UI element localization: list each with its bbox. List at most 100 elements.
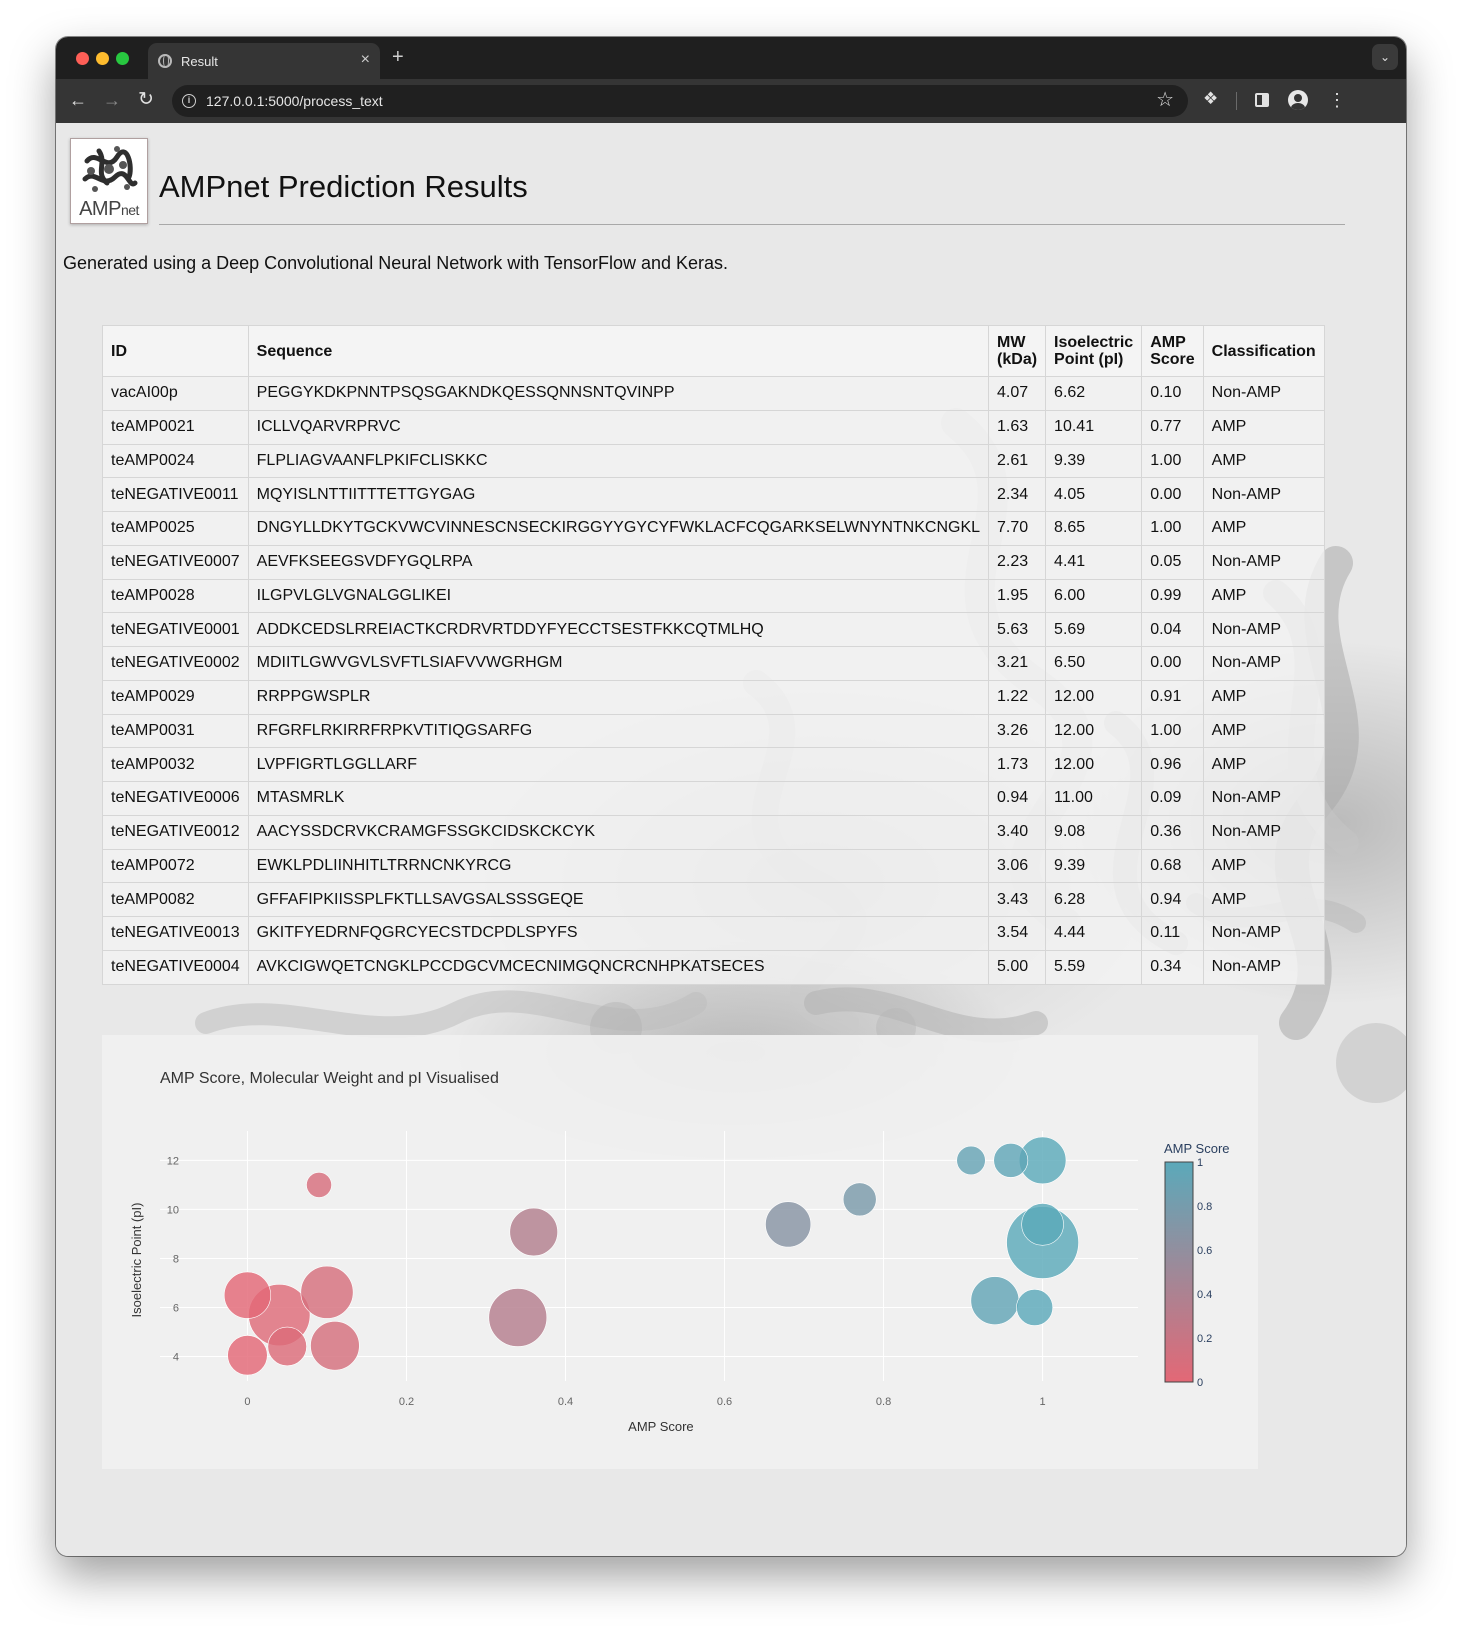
cell-pi: 9.39 — [1045, 443, 1143, 479]
cell-pi: 10.41 — [1045, 409, 1143, 445]
cell-score: 0.99 — [1141, 578, 1204, 614]
cell-classification: Non-AMP — [1202, 949, 1325, 985]
tab-bar: Result × + ⌄ — [56, 37, 1406, 79]
x-tick-label: 0.6 — [717, 1396, 732, 1408]
cell-score: 0.09 — [1141, 781, 1204, 816]
cell-mw: 0.94 — [988, 781, 1047, 816]
more-menu-icon[interactable]: ⋮ — [1328, 90, 1346, 110]
col-header-mw: MW (kDa) — [988, 325, 1047, 377]
back-arrow-icon[interactable]: ← — [69, 90, 87, 110]
colorbar-title: AMP Score — [1164, 1141, 1230, 1156]
data-point[interactable] — [509, 1207, 558, 1257]
x-tick-label: 0.8 — [876, 1396, 891, 1408]
cell-score: 1.00 — [1141, 443, 1204, 479]
cell-score: 1.00 — [1141, 713, 1204, 749]
tab-close-icon[interactable]: × — [360, 51, 370, 68]
info-icon[interactable]: i — [182, 94, 196, 108]
cell-sequence: ICLLVQARVRPRVC — [247, 409, 990, 445]
new-tab-button[interactable]: + — [392, 46, 404, 68]
page-content: AMPnet AMPnet Prediction Results Generat… — [56, 123, 1406, 1556]
cell-score: 0.96 — [1141, 747, 1204, 782]
cell-pi: 12.00 — [1045, 747, 1143, 782]
profile-avatar-icon[interactable] — [1288, 90, 1308, 110]
cell-id: teAMP0028 — [102, 578, 249, 614]
data-point[interactable] — [488, 1288, 548, 1347]
browser-window: Result × + ⌄ ← → ↻ i 127.0.0.1:5000/proc… — [56, 37, 1406, 1556]
cell-pi: 5.69 — [1045, 612, 1143, 647]
data-point[interactable] — [993, 1143, 1029, 1178]
maximize-window-button[interactable] — [116, 52, 129, 65]
cell-sequence: AACYSSDCRVKCRAMGFSSGKCIDSKCKCYK — [247, 814, 990, 850]
cell-mw: 2.34 — [988, 477, 1047, 512]
cell-sequence: GFFAFIPKIISSPLFKTLLSAVGSALSSSGEQE — [247, 882, 990, 917]
data-point[interactable] — [1016, 1289, 1054, 1326]
data-point[interactable] — [842, 1182, 877, 1217]
globe-icon — [158, 54, 172, 68]
cell-score: 0.94 — [1141, 882, 1204, 917]
cell-mw: 2.23 — [988, 544, 1047, 580]
cell-pi: 12.00 — [1045, 713, 1143, 749]
table-header-row: ID Sequence MW (kDa) Isoelectric Point (pI… — [102, 325, 1325, 377]
cell-pi: 11.00 — [1045, 781, 1143, 816]
col-header-pi: Isoelectric Point (pI) — [1045, 325, 1143, 377]
y-tick-label: 6 — [173, 1302, 179, 1314]
cell-classification: AMP — [1202, 511, 1325, 546]
table-row: teNEGATIVE0011 MQYISLNTTIITTTETTGYGAG 2.34… — [102, 477, 1325, 512]
cell-classification: AMP — [1202, 578, 1325, 614]
forward-arrow-icon[interactable]: → — [103, 90, 121, 110]
cell-sequence: PEGGYKDKPNNTPSQSGAKNDKQESSQNNSNTQVINPP — [247, 376, 990, 411]
data-point[interactable] — [970, 1276, 1020, 1325]
extensions-icon[interactable]: ❖ — [1203, 89, 1219, 108]
cell-classification: Non-AMP — [1202, 781, 1325, 816]
cell-mw: 3.21 — [988, 646, 1047, 681]
cell-classification: AMP — [1202, 409, 1325, 445]
cell-mw: 5.00 — [988, 949, 1047, 985]
table-row: teNEGATIVE0006 MTASMRLK 0.94 11.00 0.09 Non-A… — [102, 781, 1325, 816]
x-tick-label: 1 — [1040, 1396, 1046, 1408]
data-point[interactable] — [223, 1271, 272, 1319]
side-panel-icon[interactable] — [1255, 93, 1269, 107]
url-text[interactable]: 127.0.0.1:5000/process_text — [206, 93, 383, 109]
table-row: teNEGATIVE0001 ADDKCEDSLRREIACTKCRDRVRTDD… — [102, 612, 1325, 647]
data-point[interactable] — [227, 1335, 268, 1376]
data-point[interactable] — [765, 1201, 812, 1248]
cell-classification: AMP — [1202, 848, 1325, 884]
colorbar-tick-label: 1 — [1197, 1157, 1203, 1169]
data-point[interactable] — [310, 1320, 360, 1371]
cell-mw: 5.63 — [988, 612, 1047, 647]
tab-result[interactable]: Result × — [148, 43, 380, 79]
data-point[interactable] — [306, 1172, 332, 1198]
tab-title: Result — [181, 54, 218, 69]
data-point[interactable] — [956, 1145, 986, 1176]
cell-classification: Non-AMP — [1202, 612, 1325, 647]
close-window-button[interactable] — [76, 52, 89, 65]
cell-classification: AMP — [1202, 882, 1325, 917]
bookmark-star-icon[interactable]: ☆ — [1156, 89, 1174, 111]
title-divider — [159, 224, 1345, 225]
table-row: teAMP0028 ILGPVLGLVGNALGGLIKEI 1.95 6.00 0.9… — [102, 578, 1325, 614]
cell-id: teNEGATIVE0007 — [102, 544, 249, 580]
cell-id: teAMP0029 — [102, 679, 249, 715]
cell-classification: AMP — [1202, 679, 1325, 715]
cell-sequence: EWKLPDLIINHITLTRRNCNKYRCG — [247, 848, 990, 884]
col-header-sequence: Sequence — [247, 325, 990, 377]
cell-mw: 1.73 — [988, 747, 1047, 782]
address-bar[interactable]: i 127.0.0.1:5000/process_text ☆ — [172, 85, 1188, 117]
data-point[interactable] — [300, 1265, 354, 1319]
cell-score: 0.00 — [1141, 646, 1204, 681]
chevron-down-icon[interactable]: ⌄ — [1372, 44, 1398, 70]
cell-score: 0.11 — [1141, 916, 1204, 951]
reload-icon[interactable]: ↻ — [138, 89, 154, 110]
data-point[interactable] — [267, 1326, 307, 1367]
cell-mw: 1.63 — [988, 409, 1047, 445]
cell-mw: 1.22 — [988, 679, 1047, 715]
cell-score: 0.00 — [1141, 477, 1204, 512]
cell-pi: 6.50 — [1045, 646, 1143, 681]
data-point[interactable] — [1021, 1203, 1064, 1246]
cell-id: teNEGATIVE0011 — [102, 477, 249, 512]
minimize-window-button[interactable] — [96, 52, 109, 65]
chart-panel: 0 0.2 0.4 0.6 0.8 1 4 6 8 10 12 AMP Score, Molecula… — [102, 1035, 1258, 1469]
cell-sequence: FLPLIAGVAANFLPKIFCLISKKC — [247, 443, 990, 479]
cell-pi: 12.00 — [1045, 679, 1143, 715]
